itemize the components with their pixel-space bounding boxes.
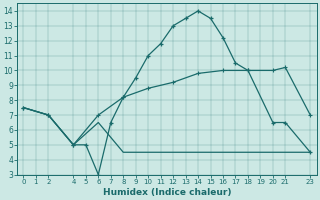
X-axis label: Humidex (Indice chaleur): Humidex (Indice chaleur) — [103, 188, 231, 197]
